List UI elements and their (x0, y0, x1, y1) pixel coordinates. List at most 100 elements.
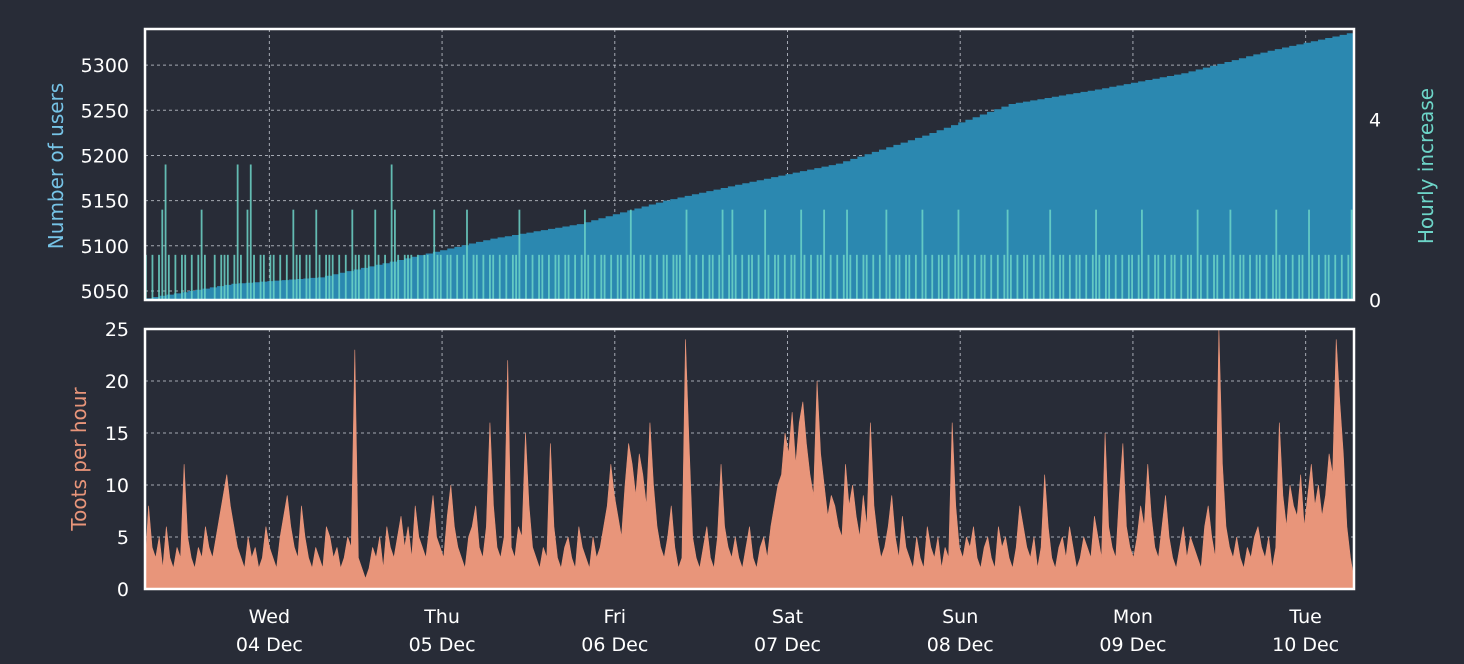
users-panel: 5050 5100 5150 5200 5250 5300 0 4 (81, 27, 1381, 312)
hourly-increase-bar (184, 254, 187, 300)
hourly-increase-bar (708, 254, 711, 300)
hourly-increase-bar (338, 254, 341, 300)
hourly-increase-bar (1154, 254, 1156, 300)
hourly-increase-bar (557, 254, 560, 300)
hourly-increase-bar (905, 254, 907, 300)
hourly-increase-bar (1265, 254, 1268, 300)
hourly-increase-bar (1190, 254, 1192, 300)
hourly-increase-bar (397, 254, 400, 300)
hourly-increase-bar (1052, 254, 1055, 300)
hourly-increase-bar (819, 254, 822, 300)
hourly-increase-bar (367, 254, 370, 300)
hourly-increase-bar (305, 254, 308, 300)
hourly-increase-bar (567, 254, 570, 300)
hourly-increase-bar (1196, 209, 1199, 300)
hourly-increase-bar (498, 254, 501, 300)
hourly-increase-bar (1317, 254, 1320, 300)
users-y-tick-label: 5150 (81, 191, 129, 213)
hourly-increase-bar (226, 254, 229, 300)
hourly-increase-bar (541, 254, 544, 300)
hourly-increase-bar (803, 254, 806, 300)
hourly-increase-bar (584, 209, 586, 300)
hourly-increase-bar (777, 254, 780, 300)
hourly-increase-bar (466, 209, 468, 300)
hourly-increase-bar (1291, 254, 1294, 300)
hourly-increase-bar (639, 254, 642, 300)
hourly-increase-bar (158, 254, 160, 300)
hourly-increase-bar (728, 254, 730, 300)
hourly-increase-bar (1222, 254, 1225, 300)
hourly-increase-bar (220, 254, 223, 300)
hourly-increase-bar (937, 254, 940, 300)
hourly-increase-bar (885, 209, 888, 300)
hourly-increase-bar (1173, 254, 1176, 300)
hourly-increase-bar (1049, 209, 1052, 300)
hourly-increase-bar (279, 254, 282, 300)
toots-y-tick-label: 25 (105, 319, 129, 341)
hourly-increase-bar (878, 254, 881, 300)
hourly-increase-bar (898, 254, 901, 300)
users-y-tick-label: 5200 (81, 145, 129, 167)
x-tick-date-label: 08 Dec (927, 634, 994, 656)
hourly-increase-bar (610, 254, 613, 300)
users-y-tick-label: 5050 (81, 281, 129, 303)
hourly-increase-bar (688, 254, 691, 300)
hourly-increase-bar (394, 209, 396, 300)
hourly-increase-bar (1324, 254, 1327, 300)
hourly-increase-bar (751, 254, 753, 300)
hourly-increase-bar (1108, 254, 1111, 300)
hourly-increase-bar (1275, 209, 1278, 300)
hourly-increase-bar (783, 254, 786, 300)
hourly-increase-bar (246, 209, 249, 300)
hourly-increase-bar (456, 254, 459, 300)
hourly-increase-bar (888, 254, 891, 300)
hourly-increase-bar (816, 254, 819, 300)
hourly-increase-bar (151, 254, 154, 300)
hourly-increase-bar (475, 254, 478, 300)
hourly-increase-bar (403, 254, 406, 300)
hourly-increase-bar (1016, 254, 1019, 300)
hourly-increase-bar (1059, 254, 1061, 300)
hourly-increase-bar (269, 254, 272, 300)
hourly-increase-bar (1186, 254, 1189, 300)
hourly-increase-bar (983, 254, 986, 300)
hourly-increase-bar (416, 254, 419, 300)
hourly-increase-bar (1298, 254, 1301, 300)
hourly-increase-bar (1232, 254, 1235, 300)
x-tick-date-label: 04 Dec (236, 634, 303, 656)
hourly-increase-bar (315, 209, 318, 300)
hourly-increase-bar (685, 209, 688, 300)
hourly-increase-bar (672, 254, 675, 300)
x-tick-day-label: Tue (1288, 606, 1321, 628)
users-y-tick-label: 5300 (81, 55, 129, 77)
hourly-increase-bar (351, 209, 354, 300)
hourly-increase-bar (390, 164, 393, 300)
hourly-increase-bar (836, 254, 839, 300)
hourly-increase-bar (931, 254, 934, 300)
hourly-increase-bar (790, 254, 793, 300)
hourly-increase-bar (695, 254, 698, 300)
hourly-increase-bar (849, 254, 852, 300)
hourly-increase-axis-label: Hourly increase (1414, 88, 1438, 244)
hourly-increase-bar (515, 254, 518, 300)
hourly-increase-bar (295, 254, 298, 300)
hourly-increase-bar (423, 254, 426, 300)
hourly-increase-bar (344, 254, 347, 300)
hourly-increase-bar (374, 209, 377, 300)
hourly-increase-bar (426, 254, 429, 300)
hourly-increase-bar (384, 254, 386, 300)
hourly-increase-bar (1340, 254, 1343, 300)
hourly-increase-bar (679, 254, 681, 300)
hourly-increase-bar (1285, 254, 1287, 300)
x-tick-day-label: Thu (423, 606, 460, 628)
x-tick-date-label: 05 Dec (409, 634, 476, 656)
hourly-increase-bar (990, 254, 993, 300)
hourly-increase-bar (292, 209, 295, 300)
hourly-increase-bar (1278, 254, 1281, 300)
hourly-increase-bar (600, 254, 603, 300)
hourly-increase-bar (701, 254, 704, 300)
hourly-increase-bar (633, 254, 635, 300)
hourly-increase-bar (649, 254, 652, 300)
hourly-increase-bar (1085, 254, 1088, 300)
